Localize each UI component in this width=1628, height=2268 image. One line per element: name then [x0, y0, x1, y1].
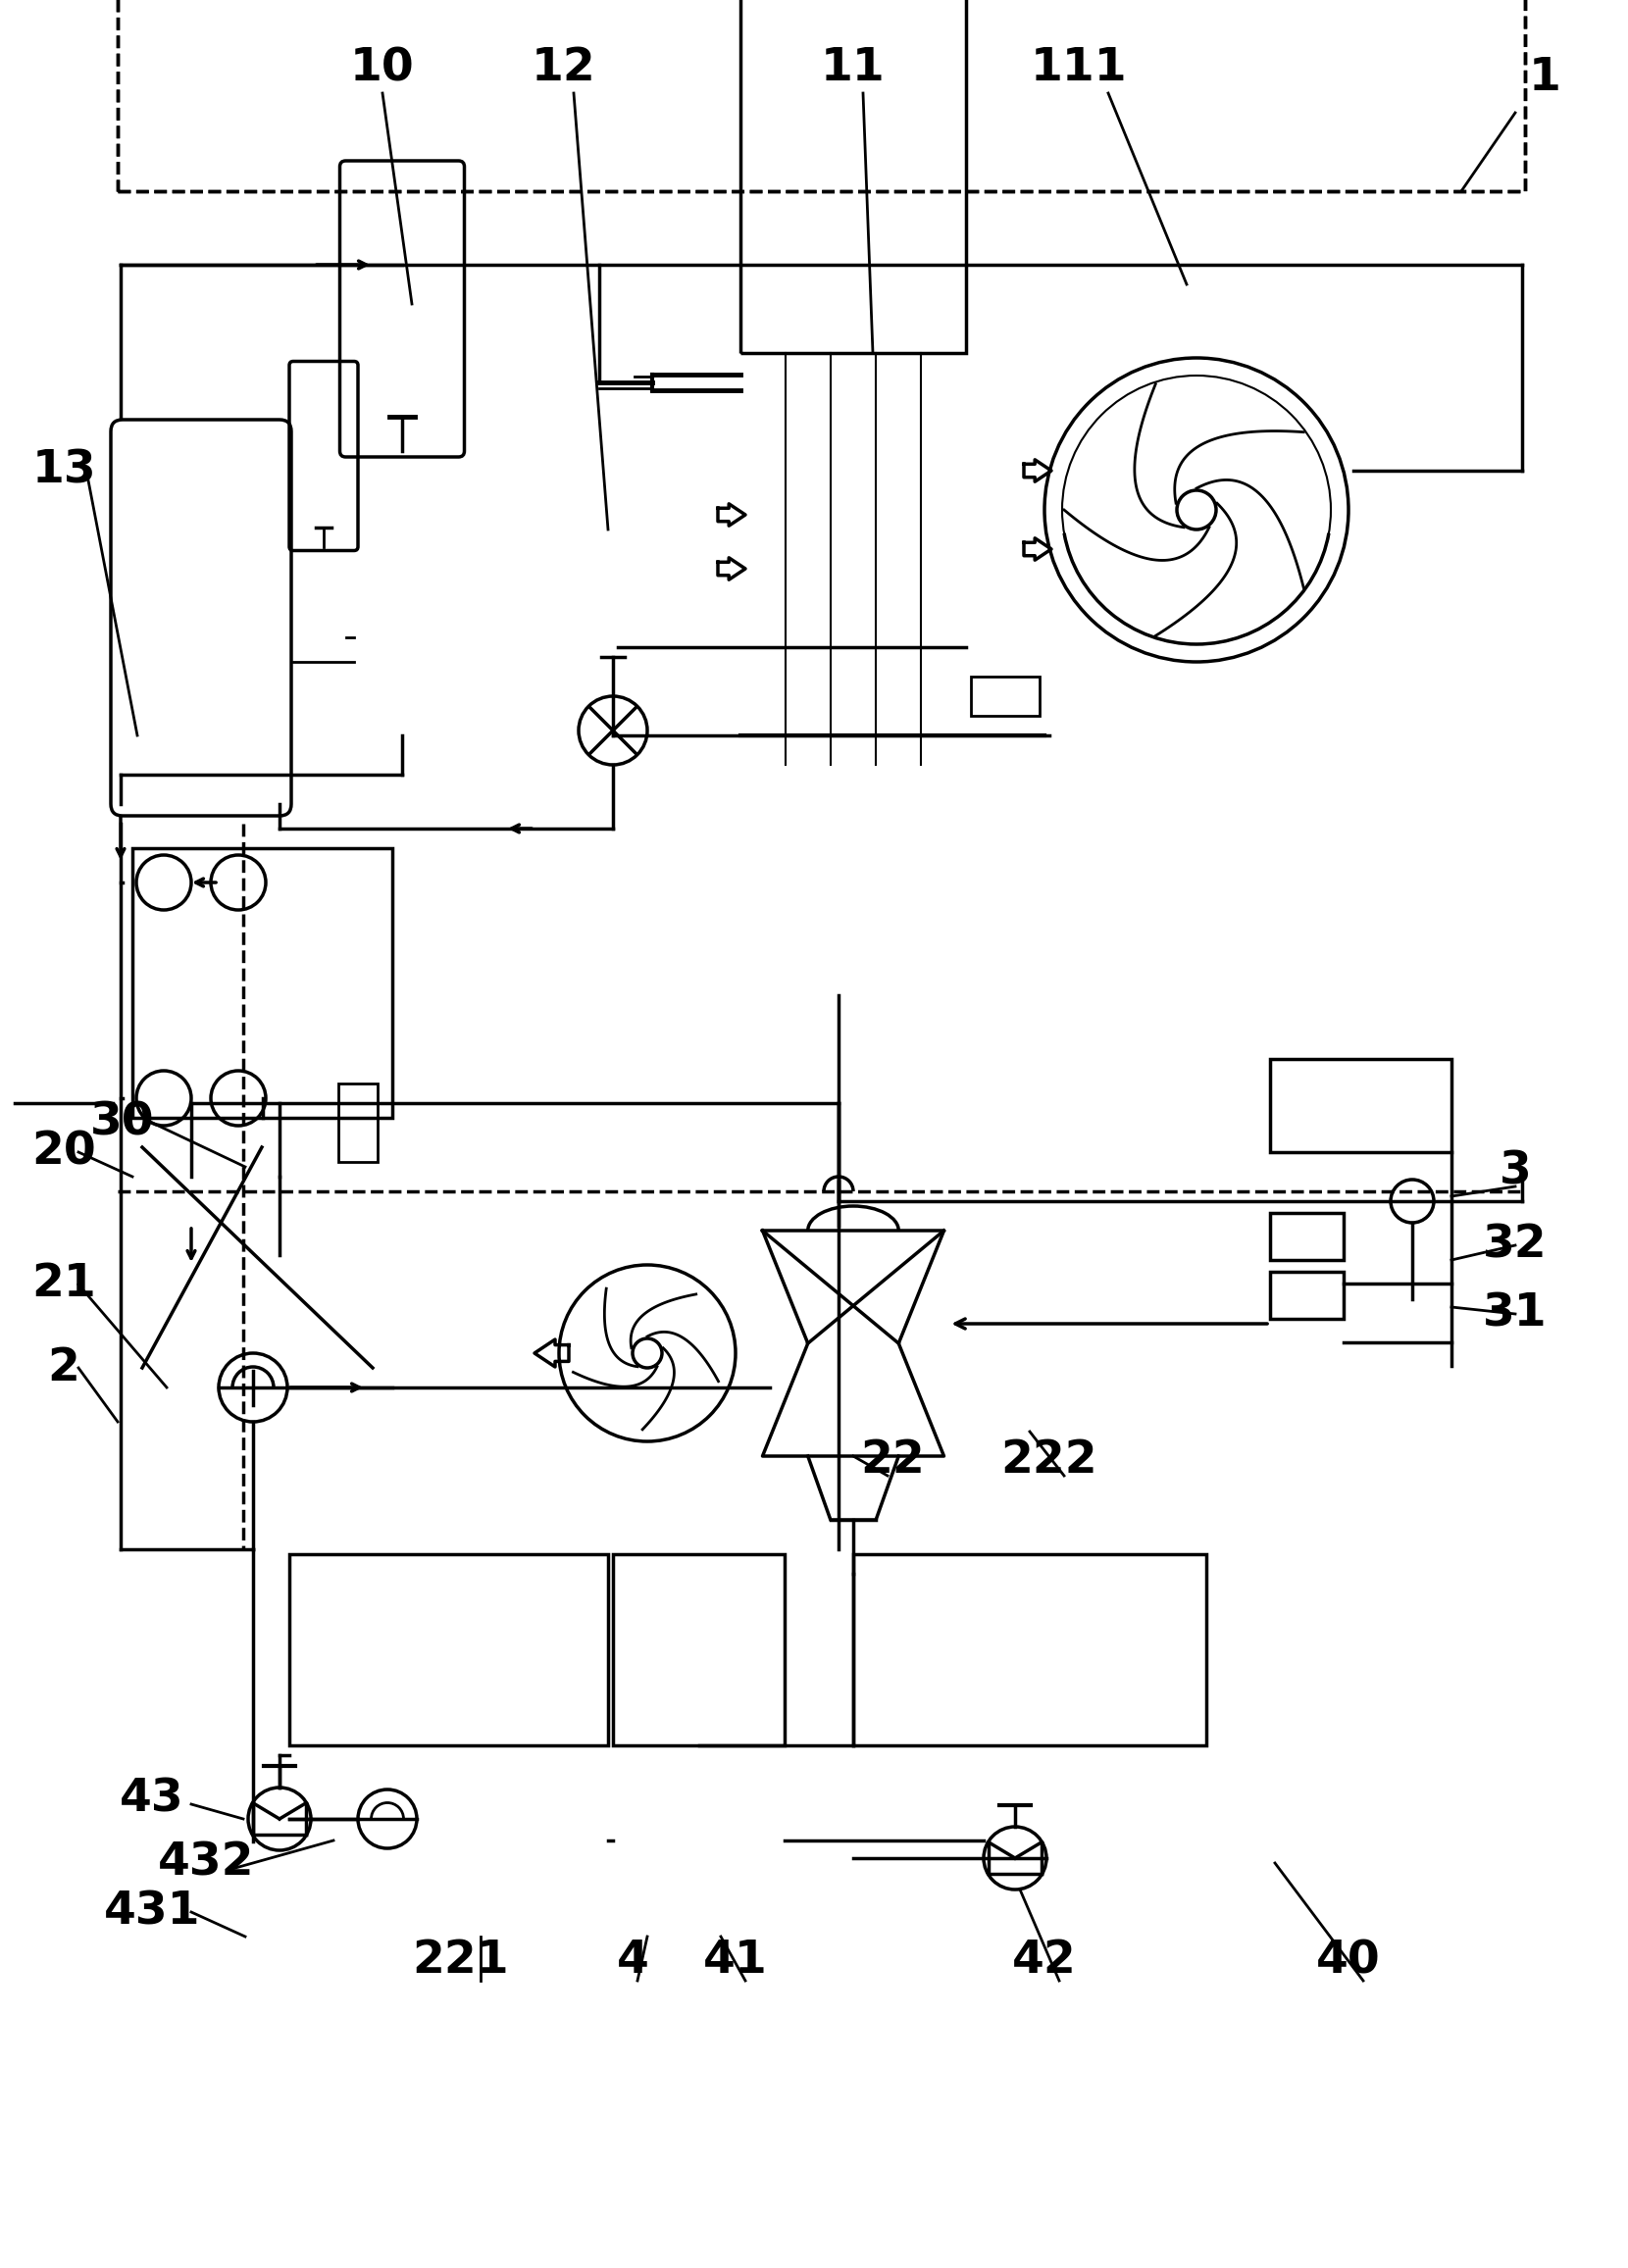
- Text: 43: 43: [120, 1778, 184, 1821]
- Text: 111: 111: [1031, 48, 1127, 91]
- Text: 31: 31: [1483, 1293, 1547, 1336]
- Text: 11: 11: [821, 48, 886, 91]
- Text: 32: 32: [1483, 1222, 1547, 1268]
- Text: 41: 41: [703, 1939, 768, 1982]
- Text: 431: 431: [104, 1889, 200, 1935]
- Text: 221: 221: [412, 1939, 510, 1982]
- Bar: [614, 1554, 785, 1746]
- Bar: [970, 676, 1040, 717]
- Bar: [117, 0, 1525, 191]
- Text: 20: 20: [31, 1129, 96, 1175]
- Bar: [1270, 1213, 1343, 1261]
- Bar: [290, 1554, 607, 1746]
- Text: 2: 2: [47, 1345, 80, 1390]
- Text: 42: 42: [1013, 1939, 1076, 1982]
- Bar: [132, 848, 392, 1118]
- Text: 3: 3: [1499, 1150, 1532, 1193]
- Text: 432: 432: [158, 1842, 254, 1885]
- Text: 10: 10: [350, 48, 415, 91]
- Text: 4: 4: [617, 1939, 648, 1982]
- Bar: [853, 1554, 1206, 1746]
- Text: 1: 1: [1529, 57, 1561, 100]
- Text: 222: 222: [1001, 1438, 1097, 1483]
- Bar: [1270, 1059, 1452, 1152]
- Bar: [741, 0, 965, 354]
- Bar: [1270, 1272, 1343, 1318]
- Text: 21: 21: [31, 1263, 96, 1306]
- Text: 13: 13: [31, 449, 96, 492]
- Bar: [339, 1084, 378, 1161]
- Bar: [117, 0, 1525, 191]
- Text: 12: 12: [532, 48, 596, 91]
- Text: 30: 30: [91, 1100, 155, 1145]
- Text: 40: 40: [1317, 1939, 1381, 1982]
- Text: 22: 22: [860, 1438, 925, 1483]
